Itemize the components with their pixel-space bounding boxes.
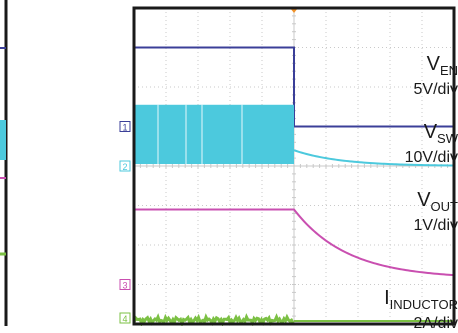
trace-vsw-switching (134, 104, 294, 165)
channel-label-vout: VOUT 1V/div (330, 190, 458, 235)
iind-name-main: I (384, 287, 390, 309)
trace-vout (134, 208, 455, 277)
channel-label-iind: IINDUCTOR 2A/div (328, 288, 458, 333)
channel-marker-box (119, 121, 131, 132)
channel-marker-2: 2 (119, 160, 131, 172)
trace-iind-switching (132, 313, 295, 326)
ven-name-sub: EN (439, 63, 458, 78)
vsw-name-sub: SW (437, 131, 458, 146)
grid (134, 8, 454, 324)
vout-scale: 1V/div (413, 217, 458, 234)
channel-marker-1: 1 (119, 121, 131, 133)
vout-name-sub: OUT (430, 199, 458, 214)
channel-marker-box (119, 312, 131, 324)
channel-marker-box (119, 279, 131, 290)
channel-marker-number: 1 (122, 123, 127, 133)
channel-label-vsw: VSW 10V/div (330, 122, 458, 167)
trace-vsw-decay (293, 149, 455, 167)
scope-screen: 1 2 3 4 (119, 6, 456, 326)
channel-marker-number: 2 (122, 162, 127, 172)
trace-ven (134, 46, 454, 128)
channel-marker-number: 3 (122, 281, 127, 291)
left-panel-trace-vsw (0, 120, 6, 160)
channel-marker-box (119, 160, 131, 172)
iind-name-sub: INDUCTOR (389, 297, 458, 312)
scope-frame (132, 6, 456, 326)
vout-name-main: V (417, 189, 431, 211)
channel-marker-number: 4 (122, 314, 127, 324)
ven-scale: 5V/div (413, 81, 458, 98)
vsw-scale: 10V/div (404, 149, 458, 166)
ven-name-main: V (426, 53, 440, 75)
channel-marker-4: 4 (119, 312, 131, 324)
vsw-name-main: V (423, 121, 438, 143)
iind-scale: 2A/div (413, 315, 458, 332)
channel-label-ven: VEN 5V/div (330, 54, 458, 99)
channel-marker-3: 3 (119, 279, 131, 291)
oscilloscope-capture: 1 2 3 4 (0, 0, 456, 326)
